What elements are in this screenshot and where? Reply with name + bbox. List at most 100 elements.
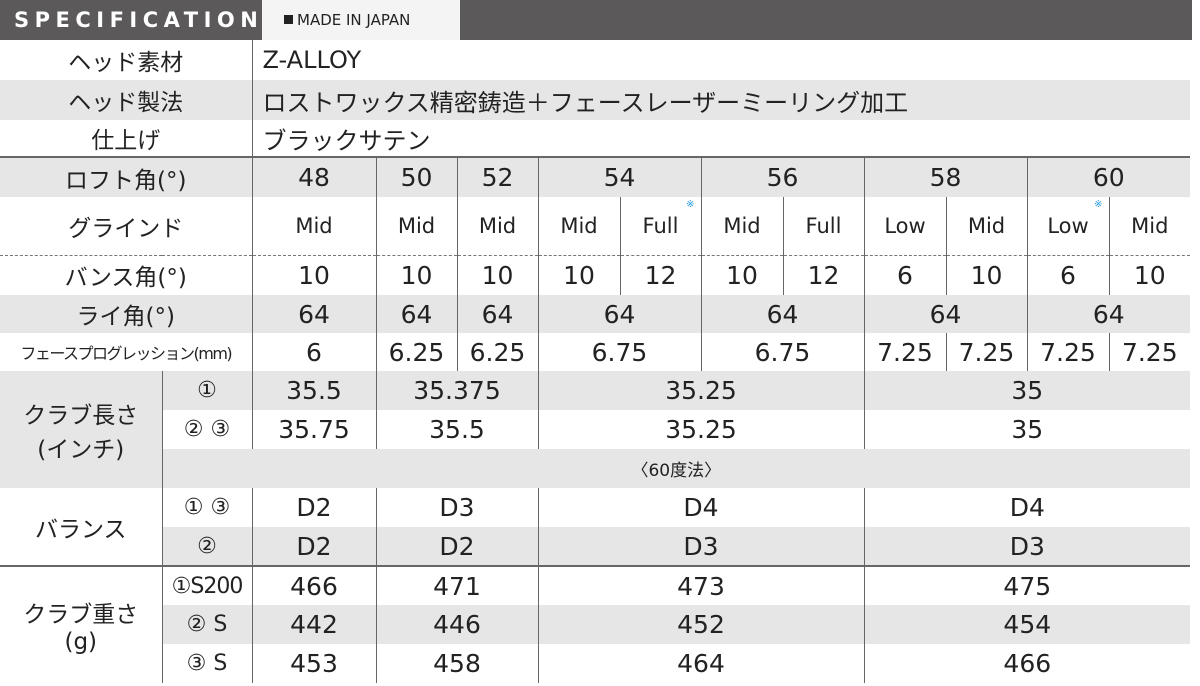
cell: 10 — [375, 254, 457, 295]
row-lie: ライ角(°) 64 64 64 64 64 64 64 — [0, 295, 1191, 333]
cell: 35.375 — [375, 371, 538, 410]
cell: 12 — [782, 254, 864, 295]
cell: 35.75 — [251, 410, 376, 449]
cell: Mid — [456, 197, 538, 255]
cell: 6.75 — [537, 333, 701, 371]
row-label-balance: バランス — [0, 488, 162, 566]
cell: 6.75 — [700, 333, 864, 371]
row-label: グラインド — [68, 215, 184, 242]
row-balance-2: ② D2 D2 D3 D3 — [0, 527, 1191, 566]
cell: Full — [782, 197, 864, 255]
cell: 64 — [537, 295, 701, 333]
cell: D4 — [537, 488, 864, 527]
cell: 10 — [456, 254, 538, 295]
cell: Mid — [945, 197, 1027, 255]
cell: 6 — [863, 254, 946, 295]
note-mark: ※ — [686, 199, 695, 210]
cell: 7.25 — [1108, 333, 1191, 371]
cell: ※ Full — [619, 197, 701, 255]
cell: D3 — [537, 527, 864, 566]
row-label-length: クラブ長さ (インチ) — [0, 371, 162, 488]
sub-label: ② S — [161, 605, 252, 644]
sub-label: ① — [161, 371, 252, 410]
cell: 56 — [700, 156, 864, 197]
head-material-value: Z-ALLOY — [251, 40, 1191, 80]
row-bounce: バンス角(°) 10 10 10 10 12 10 12 6 10 6 10 — [0, 254, 1191, 295]
note-mark: ※ — [1094, 199, 1103, 210]
row-label: ヘッド素材 — [68, 50, 184, 76]
cell: 64 — [456, 295, 538, 333]
spec-header: SPECIFICATION MADE IN JAPAN — [0, 0, 1192, 40]
cell: 35 — [863, 371, 1191, 410]
square-bullet-icon — [284, 15, 293, 24]
cell: 64 — [1026, 295, 1191, 333]
cell: 466 — [863, 644, 1191, 683]
row-label: バンス角(°) — [0, 254, 252, 295]
cell: D3 — [375, 488, 538, 527]
cell: 48 — [251, 156, 376, 197]
cell: 10 — [1108, 254, 1191, 295]
cell: 52 — [456, 156, 538, 197]
cell: 7.25 — [945, 333, 1027, 371]
cell: 35.5 — [375, 410, 538, 449]
cell: D4 — [863, 488, 1191, 527]
cell: 453 — [251, 644, 376, 683]
sub-label: ③ S — [161, 644, 252, 683]
cell: 6.25 — [456, 333, 538, 371]
cell: 12 — [619, 254, 701, 295]
cell: D3 — [863, 527, 1191, 566]
cell: 35.5 — [251, 371, 376, 410]
cell: 10 — [537, 254, 620, 295]
cell: Mid — [375, 197, 457, 255]
cell: 6 — [1026, 254, 1109, 295]
cell: Mid — [537, 197, 620, 255]
made-in-japan-tab: MADE IN JAPAN — [262, 0, 460, 40]
row-label: ライ角(°) — [0, 295, 252, 333]
cell: 466 — [251, 565, 376, 605]
row-label: ロフト角(°) — [0, 156, 252, 197]
head-method-value: ロストワックス精密鋳造＋フェースレーザーミーリング加工 — [251, 80, 1191, 120]
cell: D2 — [251, 488, 376, 527]
row-grind: グラインド Mid Mid Mid Mid ※ Full Mid Full Low… — [0, 197, 1191, 255]
cell: 10 — [251, 254, 376, 295]
cell: 64 — [700, 295, 864, 333]
spec-table: ヘッド素材 Z-ALLOY ヘッド製法 ロストワックス精密鋳造＋フェースレーザー… — [0, 40, 1191, 683]
cell: 6 — [251, 333, 376, 371]
spec-title: SPECIFICATION — [14, 8, 264, 32]
row-weight-2: ② S 442 446 452 454 — [0, 605, 1191, 644]
cell: ※ Low — [1026, 197, 1109, 255]
cell: 54 — [537, 156, 701, 197]
length-note: 〈60度法〉 — [161, 449, 1191, 488]
row-head-method: ヘッド製法 ロストワックス精密鋳造＋フェースレーザーミーリング加工 — [0, 80, 1191, 120]
row-label-weight: クラブ重さ (g) — [0, 565, 162, 683]
cell: 10 — [700, 254, 783, 295]
cell: D2 — [375, 527, 538, 566]
row-label: ヘッド製法 — [0, 80, 252, 120]
row-length-1: クラブ長さ (インチ) ① 35.5 35.375 35.25 35 — [0, 371, 1191, 488]
cell: 64 — [375, 295, 457, 333]
cell: 473 — [537, 565, 864, 605]
sub-label: ② ③ — [161, 410, 252, 449]
row-label: 仕上げ — [91, 128, 161, 154]
cell: 58 — [863, 156, 1027, 197]
row-weight-1: クラブ重さ (g) ①S200 466 471 473 475 — [0, 565, 1191, 683]
cell: Low — [863, 197, 946, 255]
cell: 442 — [251, 605, 376, 644]
cell: 454 — [863, 605, 1191, 644]
cell: 64 — [251, 295, 376, 333]
row-length-2: ② ③ 35.75 35.5 35.25 35 — [0, 410, 1191, 449]
cell: 475 — [863, 565, 1191, 605]
cell: 7.25 — [863, 333, 946, 371]
cell: 452 — [537, 605, 864, 644]
cell: 458 — [375, 644, 538, 683]
cell: 446 — [375, 605, 538, 644]
cell: Mid — [251, 197, 376, 255]
cell: 7.25 — [1026, 333, 1109, 371]
cell: 464 — [537, 644, 864, 683]
cell: 60 — [1026, 156, 1191, 197]
row-balance-1: バランス ① ③ D2 D3 D4 D4 — [0, 488, 1191, 566]
cell: Mid — [1108, 197, 1191, 255]
head-finish-value: ブラックサテン — [251, 120, 1191, 157]
row-label: フェースプログレッション(mm) — [20, 344, 232, 363]
row-head-finish: 仕上げ ブラックサテン — [0, 120, 1191, 157]
